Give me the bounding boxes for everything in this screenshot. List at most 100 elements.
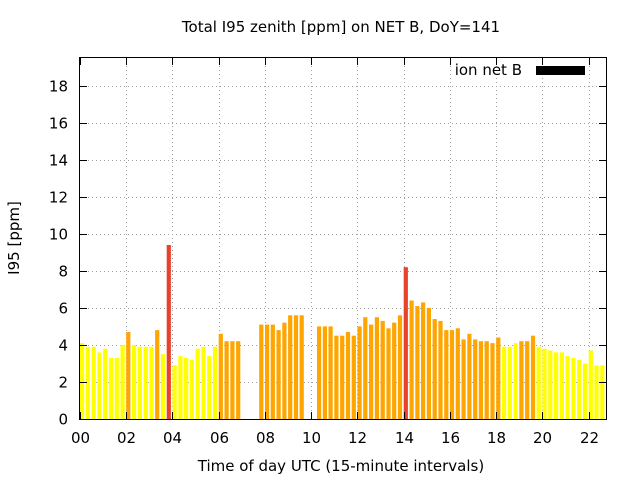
bar: [351, 335, 356, 419]
bar: [582, 363, 588, 419]
bar: [548, 350, 553, 419]
bar: [189, 359, 194, 419]
bar: [149, 346, 154, 419]
y-tick-label: 16: [49, 115, 68, 133]
bar: [259, 324, 264, 419]
bar: [195, 348, 200, 419]
bar: [502, 346, 507, 419]
bar: [334, 335, 339, 419]
bar: [282, 322, 287, 419]
bars: [80, 245, 605, 419]
bar: [484, 341, 489, 419]
bar: [166, 245, 171, 419]
y-tick-label: 12: [49, 189, 68, 207]
bar: [536, 346, 541, 419]
y-tick-label: 8: [58, 263, 68, 281]
bar: [230, 341, 235, 419]
bar: [513, 343, 518, 419]
bar: [374, 317, 379, 419]
bar: [340, 335, 345, 419]
bar: [415, 306, 420, 419]
bar: [455, 328, 460, 419]
bar: [265, 324, 270, 419]
y-tick-label: 2: [58, 374, 68, 392]
x-axis-label: Time of day UTC (15-minute intervals): [197, 457, 484, 475]
bar: [403, 267, 408, 419]
bar: [594, 365, 599, 419]
y-tick-label: 18: [49, 78, 68, 96]
bar: [218, 333, 223, 419]
bar: [137, 346, 142, 419]
y-tick-label: 10: [49, 226, 68, 244]
bar: [322, 326, 327, 419]
y-tick-label: 6: [58, 300, 68, 318]
x-tick-label: 10: [302, 429, 321, 447]
bar: [490, 343, 495, 419]
bar: [299, 315, 304, 419]
bar: [397, 315, 403, 419]
bar: [461, 339, 466, 419]
bar: [108, 357, 114, 419]
bar: [357, 326, 362, 419]
bar: [224, 341, 229, 419]
bar: [571, 357, 576, 419]
bar: [438, 320, 443, 419]
bar: [507, 346, 512, 419]
bar: [132, 344, 137, 419]
chart-title: Total I95 zenith [ppm] on NET B, DoY=141: [181, 18, 500, 36]
y-tick-label: 14: [49, 152, 68, 170]
bar: [386, 328, 391, 419]
bar: [478, 341, 483, 419]
x-tick-label: 00: [71, 429, 90, 447]
bar: [588, 350, 593, 419]
bar: [577, 359, 582, 419]
bar: [345, 332, 351, 419]
x-tick-label: 02: [117, 429, 136, 447]
bar: [126, 332, 131, 419]
bar: [293, 315, 299, 419]
bar: [363, 317, 368, 419]
bar: [80, 343, 85, 419]
x-tick-label: 12: [348, 429, 367, 447]
bar: [519, 341, 524, 419]
bar: [97, 352, 102, 419]
x-tick-label: 16: [441, 429, 460, 447]
y-tick-label: 4: [58, 337, 68, 355]
legend-label: ion net B: [455, 61, 522, 79]
bar: [270, 324, 275, 419]
bar: [120, 344, 125, 419]
bar: [317, 326, 322, 419]
bar: [473, 339, 478, 419]
bar: [91, 346, 96, 419]
bar: [392, 322, 397, 419]
bar: [559, 352, 564, 419]
x-tick-label: 18: [487, 429, 506, 447]
bar: [207, 356, 212, 419]
bar: [160, 354, 166, 419]
plot-frame: [79, 57, 607, 420]
bar: [496, 337, 501, 419]
x-tick-label: 22: [580, 429, 599, 447]
bar: [409, 300, 414, 419]
bar: [178, 356, 183, 419]
bar: [114, 357, 119, 419]
bar: [565, 356, 570, 419]
bar: [288, 315, 293, 419]
bar: [600, 365, 605, 419]
bar: [103, 348, 108, 419]
x-tick-label: 04: [163, 429, 182, 447]
bar: [369, 324, 374, 419]
y-axis-label: I95 [ppm]: [5, 201, 23, 275]
y-tick-label: 0: [58, 411, 68, 429]
x-tick-label: 08: [256, 429, 275, 447]
bar: [426, 307, 431, 419]
legend: ion net B: [455, 61, 585, 79]
bar: [380, 320, 385, 419]
bar: [212, 346, 218, 419]
x-tick-label: 20: [533, 429, 552, 447]
bar: [421, 302, 426, 419]
bar: [85, 346, 90, 419]
bar: [449, 330, 455, 419]
